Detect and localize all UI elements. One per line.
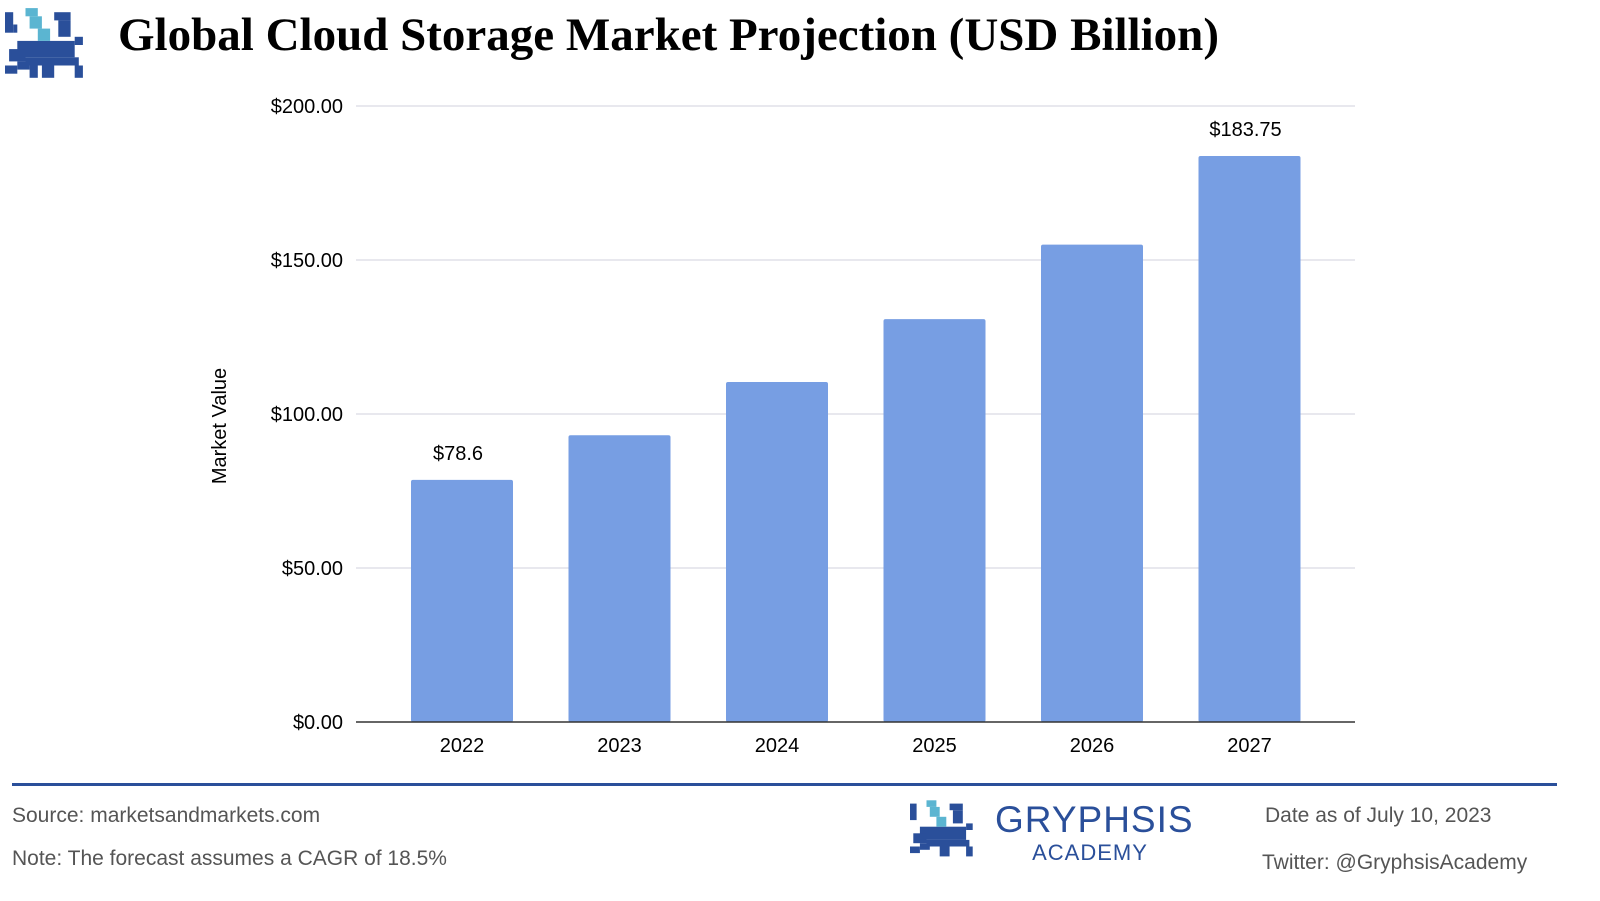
y-axis-label: Market Value [209, 368, 231, 484]
x-tick-label: 2026 [1070, 735, 1115, 757]
bar-2026 [1041, 244, 1143, 722]
x-tick-label: 2023 [597, 735, 642, 757]
twitter-handle: Twitter: @GryphsisAcademy [1262, 851, 1528, 874]
y-tick-label: $50.00 [282, 558, 343, 580]
source-text: Source: marketsandmarkets.com [12, 804, 321, 827]
chart-title: Global Cloud Storage Market Projection (… [118, 9, 1219, 61]
note-text: Note: The forecast assumes a CAGR of 18.… [12, 847, 447, 870]
y-tick-label: $0.00 [293, 712, 343, 734]
bar-chart: $0.00 $50.00 $100.00 $150.00 $200.00 2022 $78.… [209, 96, 1355, 757]
bar-2022 [411, 479, 513, 722]
date-text: Date as of July 10, 2023 [1265, 804, 1492, 827]
brand-sub: ACADEMY [1032, 840, 1148, 865]
y-tick-label: $100.00 [271, 404, 343, 426]
bar-2025 [883, 319, 986, 722]
x-tick-label: 2022 [440, 735, 485, 757]
data-label: $78.6 [433, 443, 483, 465]
x-tick-label: 2024 [755, 735, 800, 757]
brand-name: GRYPHSIS [995, 799, 1194, 840]
brand-wordmark: GRYPHSIS ACADEMY [995, 800, 1194, 866]
x-tick-label: 2027 [1227, 735, 1272, 757]
bar-2027 [1198, 156, 1301, 723]
y-tick-label: $150.00 [271, 250, 343, 272]
bar-2023 [568, 435, 671, 722]
y-tick-label: $200.00 [271, 96, 343, 118]
bar-2024 [726, 381, 828, 722]
x-tick-label: 2025 [912, 735, 957, 757]
brand-logo-icon [910, 800, 973, 857]
footer-divider [12, 783, 1557, 786]
data-label: $183.75 [1209, 119, 1281, 141]
logo-icon [5, 8, 83, 78]
